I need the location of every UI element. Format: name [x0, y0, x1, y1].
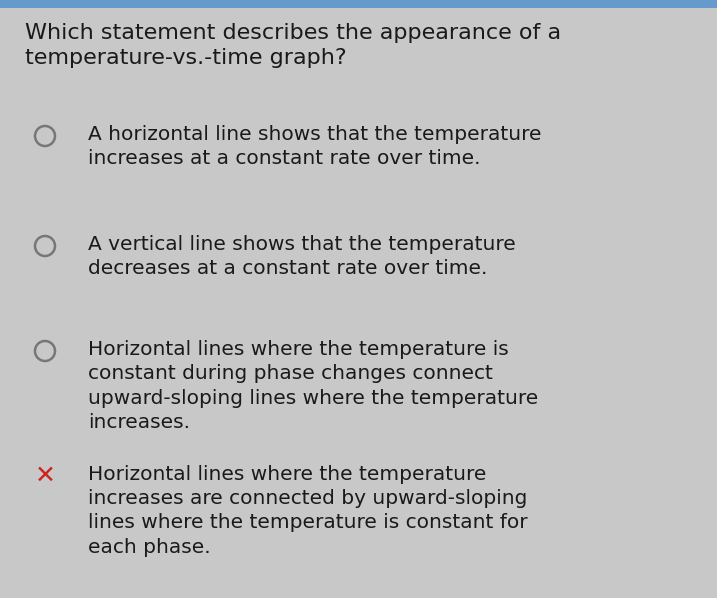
Text: Which statement describes the appearance of a
temperature-vs.-time graph?: Which statement describes the appearance… — [25, 23, 561, 68]
Text: ✕: ✕ — [34, 464, 55, 488]
Text: Horizontal lines where the temperature is
constant during phase changes connect
: Horizontal lines where the temperature i… — [88, 340, 538, 432]
Bar — [0, 0, 717, 8]
Text: Horizontal lines where the temperature
increases are connected by upward-sloping: Horizontal lines where the temperature i… — [88, 465, 528, 557]
Text: A horizontal line shows that the temperature
increases at a constant rate over t: A horizontal line shows that the tempera… — [88, 125, 541, 168]
Text: A vertical line shows that the temperature
decreases at a constant rate over tim: A vertical line shows that the temperatu… — [88, 235, 516, 278]
